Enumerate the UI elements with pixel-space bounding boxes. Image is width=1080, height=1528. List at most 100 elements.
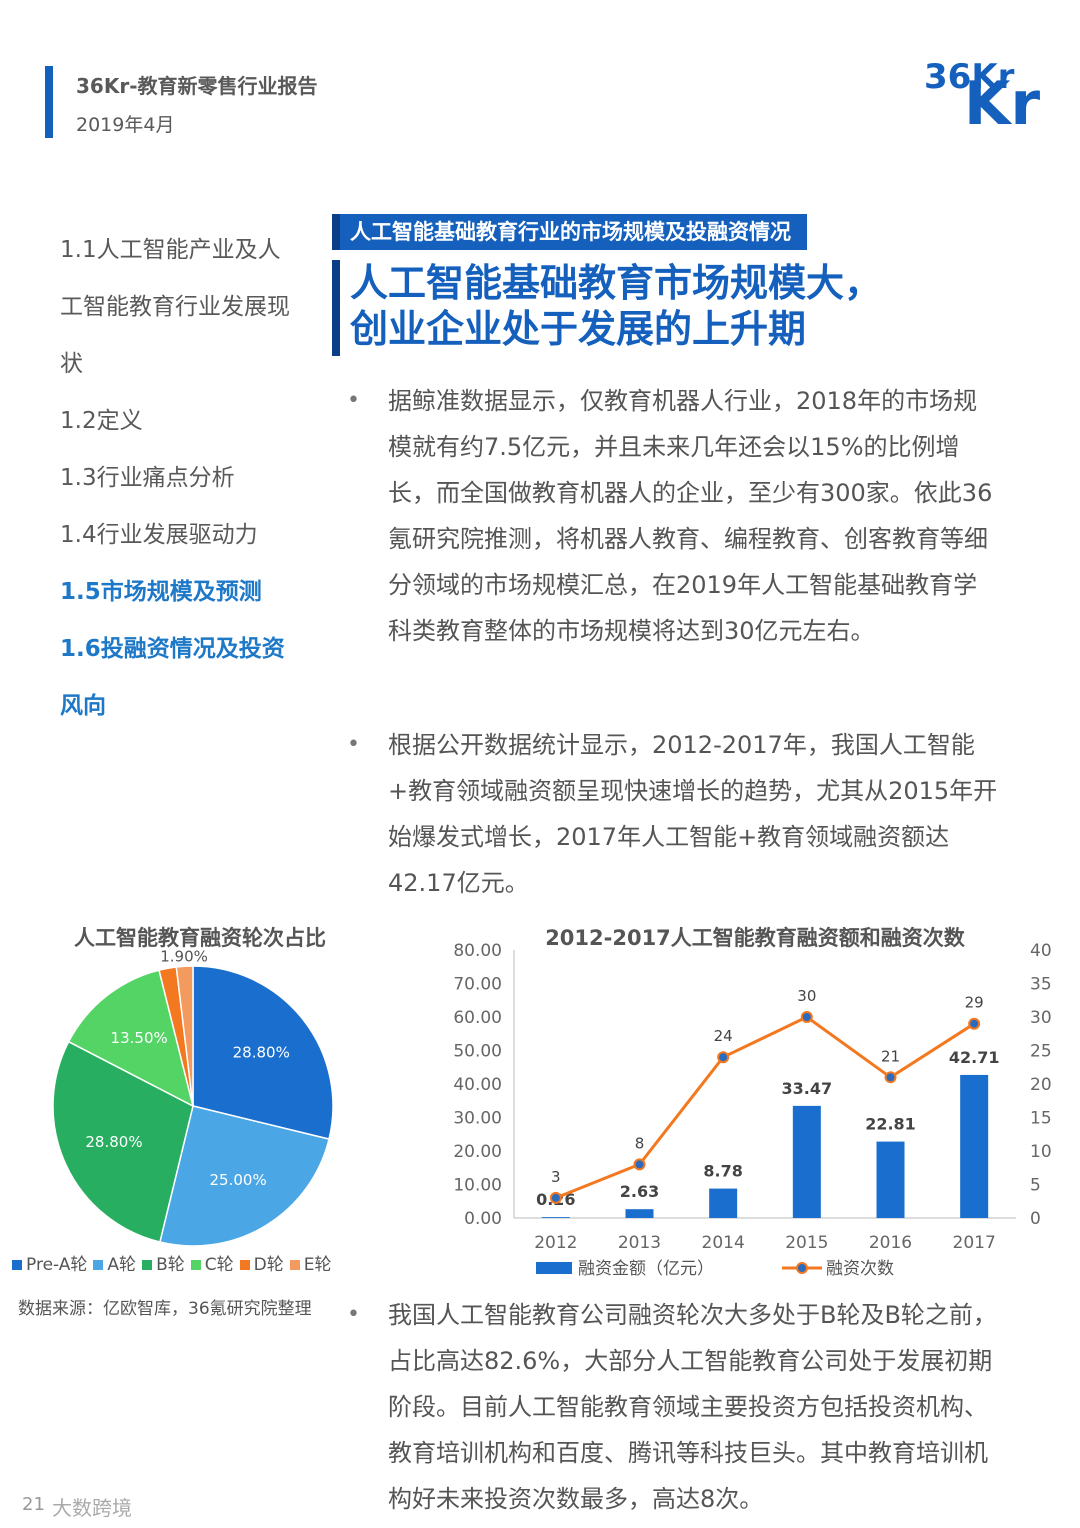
logo-kr: Kr <box>964 69 1040 130</box>
y-left-tick-label: 20.00 <box>453 1142 502 1162</box>
toc-item[interactable]: 1.3行业痛点分析 <box>60 465 235 491</box>
line-value-label: 21 <box>881 1047 900 1065</box>
legend-swatch <box>289 1260 300 1270</box>
legend-swatch-bar <box>536 1262 572 1274</box>
pie-legend-item: C轮 <box>185 1255 234 1275</box>
section-tag: 人工智能基础教育行业的市场规模及投融资情况 <box>340 214 807 250</box>
line-value-label: 30 <box>797 987 816 1005</box>
bar-value-label: 8.78 <box>703 1162 742 1181</box>
y-left-tick-label: 60.00 <box>453 1008 502 1028</box>
y-right-tick-label: 35 <box>1030 975 1052 995</box>
bullet-1: • <box>347 388 360 413</box>
page-number: 21 <box>22 1494 45 1515</box>
table-of-contents: 1.1人工智能产业及人 工智能教育行业发展现状 1.2定义 1.3行业痛点分析 1.4行… <box>60 222 320 735</box>
bar-line-chart: 0.00 10.00 20.00 30.00 40.00 50.00 60.00 70.00 8… <box>453 941 1052 1279</box>
pie-slice-label: 25.00% <box>210 1171 267 1189</box>
headline-line-2: 创业企业处于发展的上升期 <box>350 307 807 351</box>
toc-item[interactable]: 1.4行业发展驱动力 <box>60 522 258 548</box>
toc-item[interactable]: 状 <box>60 351 83 377</box>
pie-slice-2 <box>52 1040 194 1243</box>
x-tick-label: 2016 <box>869 1233 912 1253</box>
line-series-count <box>555 1015 975 1200</box>
x-tick-label: 2014 <box>702 1233 745 1253</box>
line-value-label: 24 <box>714 1027 733 1045</box>
pie-legend-item: Pre-A轮 <box>6 1255 87 1275</box>
legend-swatch <box>12 1260 22 1270</box>
line-point-2015 <box>800 1011 813 1023</box>
pie-legend-item: A轮 <box>87 1255 136 1275</box>
toc-item[interactable]: 1.1人工智能产业及人 <box>60 237 281 263</box>
y-left-tick-label: 0.00 <box>464 1209 502 1229</box>
bullet-2: • <box>347 732 360 757</box>
pie-slice-3 <box>67 969 195 1108</box>
header-accent-bar <box>45 66 53 138</box>
y-right-tick-label: 0 <box>1030 1209 1041 1229</box>
legend-marker-line <box>796 1262 808 1274</box>
y-left-tick-label: 40.00 <box>453 1075 502 1095</box>
paragraph-1: 据鲸准数据显示，仅教育机器人行业，2018年的市场规模就有约7.5亿元，并且未来… <box>388 387 993 645</box>
bar-2013 <box>625 1209 654 1218</box>
line-point-2013 <box>633 1158 646 1171</box>
legend-label: D轮 <box>253 1255 284 1275</box>
bar-2014 <box>709 1188 738 1218</box>
section-tag-accent <box>332 214 340 250</box>
legend-label: Pre-A轮 <box>26 1255 88 1275</box>
line-value-label: 8 <box>635 1134 645 1152</box>
line-value-label: 3 <box>551 1168 561 1186</box>
legend-label: A轮 <box>107 1255 137 1275</box>
pie-slice-5 <box>175 965 194 1107</box>
y-right-tick-label: 15 <box>1030 1109 1052 1129</box>
legend-label: E轮 <box>303 1255 332 1275</box>
legend-label: B轮 <box>156 1255 185 1275</box>
pie-chart-title: 人工智能教育融资轮次占比 <box>74 926 326 950</box>
headline-line-1: 人工智能基础教育市场规模大， <box>350 261 883 305</box>
toc-item[interactable]: 1.2定义 <box>60 408 143 434</box>
bar-2017 <box>960 1074 989 1218</box>
y-right-tick-label: 25 <box>1030 1042 1052 1062</box>
legend-swatch <box>190 1260 201 1270</box>
legend-swatch <box>142 1260 153 1270</box>
y-left-tick-label: 30.00 <box>453 1109 502 1129</box>
bar-value-label: 22.81 <box>865 1115 916 1134</box>
bar-value-label: 33.47 <box>782 1079 833 1098</box>
pie-slice-1 <box>158 1105 330 1247</box>
pie-slice-label: 28.80% <box>85 1133 142 1151</box>
y-left-tick-label: 80.00 <box>453 941 502 961</box>
bar-chart-title: 2012-2017人工智能教育融资额和融资次数 <box>545 926 965 950</box>
pie-slice-label: 13.50% <box>111 1029 168 1047</box>
logo-36: 36Kr <box>924 57 1015 97</box>
y-right-tick-label: 10 <box>1030 1142 1052 1162</box>
y-right-tick-label: 5 <box>1030 1176 1041 1196</box>
paragraph-3: 我国人工智能教育公司融资轮次大多处于B轮及B轮之前，占比高达82.6%，大部分人… <box>388 1301 997 1513</box>
toc-item[interactable]: 1.5市场规模及预测 <box>60 579 262 605</box>
toc-item[interactable]: 工智能教育行业发展现 <box>60 294 290 320</box>
y-left-tick-label: 50.00 <box>453 1042 502 1062</box>
y-right-tick-label: 40 <box>1030 941 1052 961</box>
toc-item[interactable]: 1.6投融资情况及投资 <box>60 636 285 662</box>
bar-2012 <box>541 1217 570 1218</box>
pie-slice-0 <box>192 965 334 1141</box>
x-tick-label: 2015 <box>785 1233 828 1253</box>
pie-legend: Pre-A轮 A轮 B轮 C轮 D轮 E轮 <box>6 1250 331 1275</box>
bar-value-label: 42.71 <box>949 1048 1000 1067</box>
pie-legend-item: B轮 <box>136 1255 185 1275</box>
y-right-tick-label: 30 <box>1030 1008 1052 1028</box>
line-point-2016 <box>884 1071 897 1084</box>
headline-accent <box>332 260 340 356</box>
bar-2015 <box>792 1105 821 1218</box>
line-value-label: 29 <box>965 994 984 1012</box>
toc-item[interactable]: 风向 <box>60 693 106 719</box>
x-tick-label: 2013 <box>618 1233 661 1253</box>
report-date: 2019年4月 <box>76 114 175 136</box>
legend-swatch <box>239 1260 250 1270</box>
report-title: 36Kr-教育新零售行业报告 <box>76 74 318 98</box>
legend-label-bar: 融资金额（亿元） <box>578 1259 714 1279</box>
line-point-2014 <box>717 1051 730 1064</box>
bullet-3: • <box>347 1302 360 1327</box>
headline: 人工智能基础教育市场规模大， 创业企业处于发展的上升期 <box>350 260 1050 352</box>
data-source: 数据来源：亿欧智库，36氪研究院整理 <box>18 1299 312 1319</box>
y-right-tick-label: 20 <box>1030 1075 1052 1095</box>
legend-label-line: 融资次数 <box>826 1259 894 1279</box>
footer-watermark: 大数跨境 <box>52 1496 132 1520</box>
bar-value-label: 2.63 <box>620 1182 659 1201</box>
